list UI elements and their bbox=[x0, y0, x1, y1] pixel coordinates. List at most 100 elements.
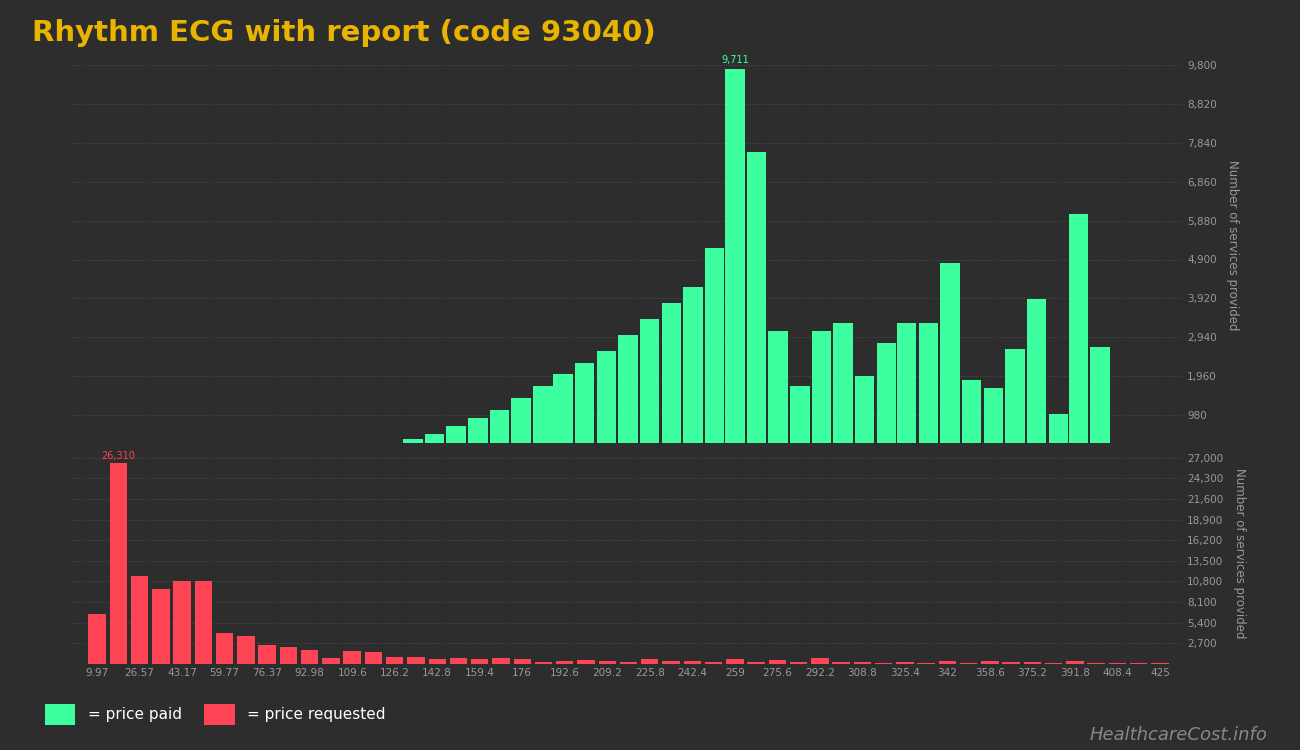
Bar bbox=[1109, 663, 1126, 664]
Bar bbox=[259, 645, 276, 664]
Bar bbox=[339, 448, 359, 454]
Bar bbox=[876, 343, 896, 454]
Bar bbox=[318, 449, 338, 454]
Bar bbox=[511, 398, 530, 454]
Bar bbox=[982, 661, 998, 664]
Bar bbox=[790, 386, 810, 454]
Bar bbox=[407, 657, 425, 664]
Bar bbox=[725, 69, 745, 454]
Bar bbox=[296, 450, 316, 454]
Bar bbox=[343, 651, 361, 664]
Bar bbox=[280, 647, 298, 664]
Bar bbox=[855, 376, 875, 454]
Bar bbox=[790, 662, 807, 664]
Bar bbox=[88, 614, 105, 664]
Bar bbox=[173, 581, 191, 664]
Bar bbox=[875, 662, 892, 664]
Bar bbox=[684, 287, 703, 454]
Bar bbox=[1091, 346, 1110, 454]
Bar bbox=[168, 452, 187, 454]
Bar bbox=[425, 434, 445, 454]
Bar bbox=[1066, 662, 1084, 664]
Bar bbox=[854, 662, 871, 664]
Bar bbox=[216, 633, 233, 664]
Bar bbox=[919, 323, 939, 454]
Bar bbox=[1088, 662, 1105, 664]
Bar bbox=[959, 663, 978, 664]
Bar bbox=[381, 442, 400, 454]
Bar bbox=[109, 463, 127, 664]
Bar bbox=[1134, 448, 1153, 454]
X-axis label: Price, USD: Price, USD bbox=[594, 473, 660, 487]
X-axis label: Price, USD: Price, USD bbox=[594, 683, 660, 697]
Bar bbox=[429, 659, 446, 664]
Bar bbox=[1045, 663, 1062, 664]
Bar bbox=[768, 331, 788, 454]
Bar bbox=[1069, 214, 1088, 454]
Text: 9,711: 9,711 bbox=[722, 55, 749, 64]
Bar bbox=[81, 452, 100, 454]
Bar bbox=[620, 662, 637, 664]
Bar bbox=[146, 452, 165, 454]
Bar bbox=[832, 662, 850, 664]
Bar bbox=[962, 380, 982, 454]
Bar bbox=[254, 452, 273, 454]
Bar bbox=[386, 657, 403, 664]
Bar bbox=[103, 452, 122, 454]
Bar bbox=[1112, 446, 1131, 454]
Bar bbox=[641, 659, 659, 664]
Bar bbox=[939, 662, 956, 664]
Bar bbox=[684, 662, 701, 664]
Bar bbox=[468, 418, 488, 454]
Bar bbox=[403, 439, 422, 454]
Bar bbox=[1002, 662, 1021, 664]
Bar bbox=[662, 303, 681, 454]
Text: 26,310: 26,310 bbox=[101, 451, 135, 460]
Bar bbox=[125, 451, 144, 454]
Bar bbox=[577, 660, 594, 664]
Bar bbox=[746, 152, 766, 454]
Bar bbox=[811, 331, 831, 454]
Bar bbox=[833, 323, 853, 454]
Bar bbox=[471, 659, 489, 664]
Bar bbox=[768, 660, 786, 664]
Bar bbox=[984, 388, 1004, 454]
Bar bbox=[640, 319, 659, 454]
Bar bbox=[918, 662, 935, 664]
Bar bbox=[705, 662, 723, 664]
Bar bbox=[896, 662, 914, 664]
Y-axis label: Number of services provided: Number of services provided bbox=[1226, 160, 1239, 331]
Bar bbox=[556, 661, 573, 664]
Bar bbox=[514, 659, 530, 664]
Bar bbox=[450, 658, 467, 664]
Bar bbox=[940, 263, 959, 454]
Bar bbox=[533, 386, 552, 454]
Bar bbox=[237, 636, 255, 664]
Bar bbox=[209, 452, 229, 454]
Bar bbox=[598, 662, 616, 664]
Bar bbox=[365, 652, 382, 664]
Text: HealthcareCost.info: HealthcareCost.info bbox=[1089, 726, 1268, 744]
Bar bbox=[1156, 451, 1175, 454]
Legend: = price paid, = price requested: = price paid, = price requested bbox=[40, 699, 390, 730]
Bar bbox=[274, 452, 294, 454]
Bar bbox=[490, 410, 510, 454]
Text: Rhythm ECG with report (code 93040): Rhythm ECG with report (code 93040) bbox=[32, 19, 656, 46]
Bar bbox=[1005, 349, 1024, 454]
Bar bbox=[493, 658, 510, 664]
Bar bbox=[554, 374, 573, 454]
Bar bbox=[131, 576, 148, 664]
Bar bbox=[195, 581, 212, 664]
Bar bbox=[597, 351, 616, 454]
Bar bbox=[619, 334, 638, 454]
Bar bbox=[152, 589, 169, 664]
Bar bbox=[575, 362, 594, 454]
Bar bbox=[322, 658, 339, 664]
Bar bbox=[727, 659, 744, 664]
Bar bbox=[747, 662, 764, 664]
Bar bbox=[705, 248, 724, 454]
Bar bbox=[1152, 663, 1169, 664]
Bar bbox=[662, 662, 680, 664]
Bar bbox=[300, 650, 318, 664]
Bar bbox=[897, 323, 916, 454]
